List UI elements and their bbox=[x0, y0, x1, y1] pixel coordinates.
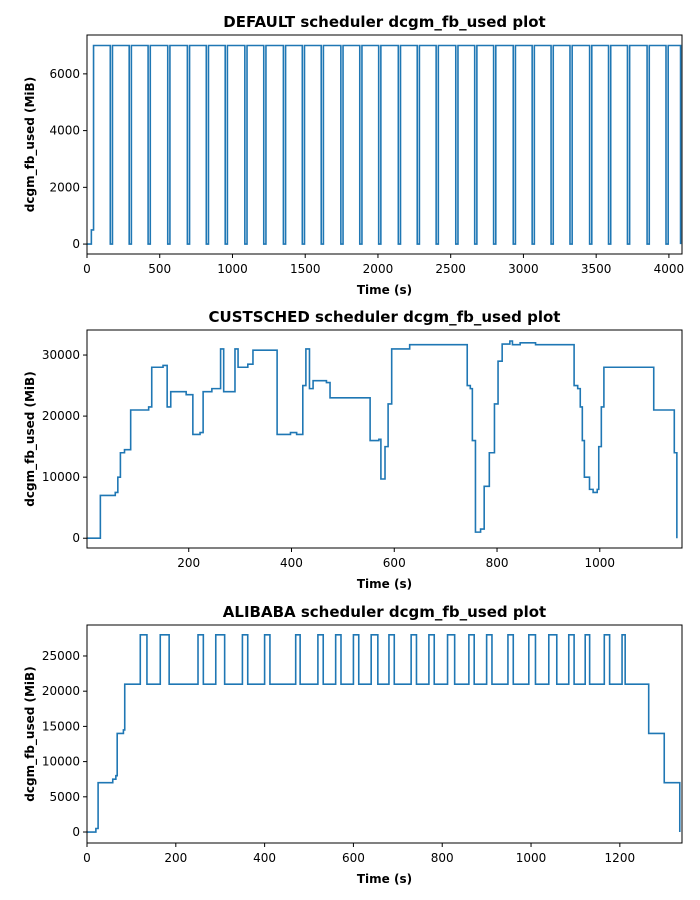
y-axis-label: dcgm_fb_used (MiB) bbox=[23, 77, 38, 212]
axes-frame bbox=[86, 329, 683, 549]
x-tick-label: 1500 bbox=[290, 262, 321, 276]
x-tick-label: 1000 bbox=[585, 556, 616, 570]
y-tick-label: 25000 bbox=[42, 649, 80, 663]
y-tick-label: 2000 bbox=[49, 180, 80, 194]
x-tick-label: 0 bbox=[83, 262, 91, 276]
y-tick-label: 4000 bbox=[49, 124, 80, 138]
x-tick-label: 600 bbox=[383, 556, 406, 570]
y-tick-label: 0 bbox=[72, 237, 80, 251]
x-tick-label: 600 bbox=[342, 851, 365, 865]
data-line bbox=[87, 634, 681, 833]
x-tick-label: 200 bbox=[164, 851, 187, 865]
axes-frame bbox=[86, 34, 683, 255]
x-tick-label: 1000 bbox=[217, 262, 248, 276]
axes-frame bbox=[86, 624, 683, 844]
x-tick-label: 3000 bbox=[508, 262, 539, 276]
x-tick-label: 200 bbox=[177, 556, 200, 570]
y-tick-label: 15000 bbox=[42, 719, 80, 733]
x-tick-label: 1200 bbox=[605, 851, 636, 865]
x-tick-label: 3500 bbox=[581, 262, 612, 276]
x-axis-label: Time (s) bbox=[357, 283, 412, 297]
plot-area bbox=[87, 330, 682, 548]
x-tick-label: 400 bbox=[253, 851, 276, 865]
x-tick-label: 400 bbox=[280, 556, 303, 570]
data-line bbox=[87, 44, 682, 245]
plot-area bbox=[87, 625, 682, 843]
chart-title: DEFAULT scheduler dcgm_fb_used plot bbox=[223, 13, 545, 31]
y-axis-label: dcgm_fb_used (MiB) bbox=[23, 371, 38, 506]
x-tick-label: 2000 bbox=[363, 262, 394, 276]
x-tick-label: 0 bbox=[83, 851, 91, 865]
chart-title: CUSTSCHED scheduler dcgm_fb_used plot bbox=[209, 308, 561, 326]
x-tick-label: 800 bbox=[431, 851, 454, 865]
y-tick-label: 10000 bbox=[42, 470, 80, 484]
x-tick-label: 500 bbox=[148, 262, 171, 276]
y-tick-label: 20000 bbox=[42, 684, 80, 698]
y-tick-label: 0 bbox=[72, 531, 80, 545]
chart-title: ALIBABA scheduler dcgm_fb_used plot bbox=[223, 603, 546, 621]
plot-area bbox=[87, 35, 682, 254]
y-axis-label: dcgm_fb_used (MiB) bbox=[23, 666, 38, 801]
data-line bbox=[87, 340, 678, 540]
y-tick-label: 6000 bbox=[49, 67, 80, 81]
x-tick-label: 800 bbox=[486, 556, 509, 570]
x-tick-label: 4000 bbox=[654, 262, 685, 276]
x-tick-label: 1000 bbox=[516, 851, 547, 865]
y-tick-label: 30000 bbox=[42, 348, 80, 362]
x-axis-label: Time (s) bbox=[357, 577, 412, 591]
x-axis-label: Time (s) bbox=[357, 872, 412, 886]
x-tick-label: 2500 bbox=[435, 262, 466, 276]
y-tick-label: 20000 bbox=[42, 409, 80, 423]
y-tick-label: 5000 bbox=[49, 790, 80, 804]
y-tick-label: 0 bbox=[72, 825, 80, 839]
y-tick-label: 10000 bbox=[42, 755, 80, 769]
